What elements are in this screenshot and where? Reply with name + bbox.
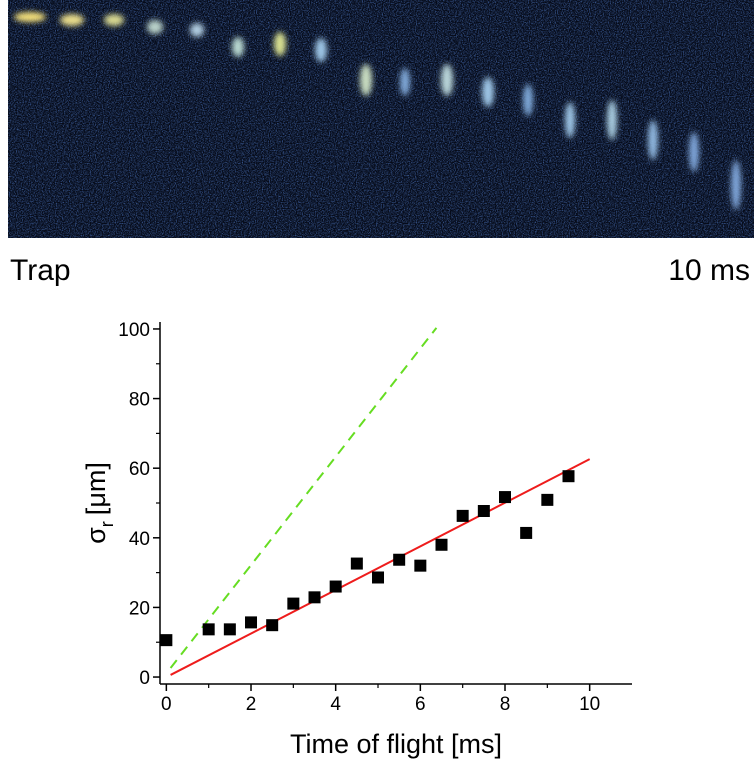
- x-axis-title: Time of flight [ms]: [290, 729, 502, 759]
- data-point: [435, 538, 448, 551]
- data-point: [372, 571, 385, 584]
- y-tick-label: 0: [139, 668, 150, 689]
- data-point: [287, 597, 300, 610]
- y-tick-label: 40: [129, 529, 150, 550]
- data-point: [350, 557, 363, 570]
- y-axis-subscript: r: [97, 521, 117, 527]
- data-point: [202, 623, 215, 636]
- fit-line: [170, 458, 591, 676]
- x-tick-label: 8: [500, 694, 511, 715]
- data-point: [562, 470, 575, 483]
- panel-label-end: 10 ms: [668, 254, 750, 287]
- data-point: [414, 559, 427, 572]
- x-tick-label: 10: [579, 694, 600, 715]
- x-tick-label: 0: [161, 694, 172, 715]
- data-point: [160, 634, 173, 647]
- y-tick-label: 80: [129, 390, 150, 411]
- data-point: [541, 493, 554, 506]
- absorption-images: [8, 0, 754, 238]
- data-point: [329, 580, 342, 593]
- data-point: [223, 623, 236, 636]
- panel-label-start: Trap: [10, 254, 71, 287]
- y-tick-label: 100: [118, 320, 150, 341]
- data-point: [499, 491, 512, 504]
- y-axis-symbol: σ: [81, 527, 111, 544]
- y-axis-title: σr [μm]: [81, 462, 117, 544]
- data-point: [393, 553, 406, 566]
- data-point: [308, 591, 321, 604]
- data-point: [520, 526, 533, 539]
- x-tick-label: 2: [246, 694, 257, 715]
- y-axis-unit: [μm]: [81, 462, 111, 515]
- data-point: [266, 619, 279, 632]
- image-noise: [8, 0, 754, 238]
- y-tick-label: 20: [129, 598, 150, 619]
- x-tick-label: 6: [415, 694, 426, 715]
- data-point: [477, 505, 490, 518]
- y-tick-label: 60: [129, 459, 150, 480]
- dashed-line: [169, 327, 438, 669]
- x-tick-label: 4: [330, 694, 341, 715]
- atom-clouds: [14, 12, 741, 210]
- data-point: [245, 616, 258, 629]
- data-point: [456, 509, 469, 522]
